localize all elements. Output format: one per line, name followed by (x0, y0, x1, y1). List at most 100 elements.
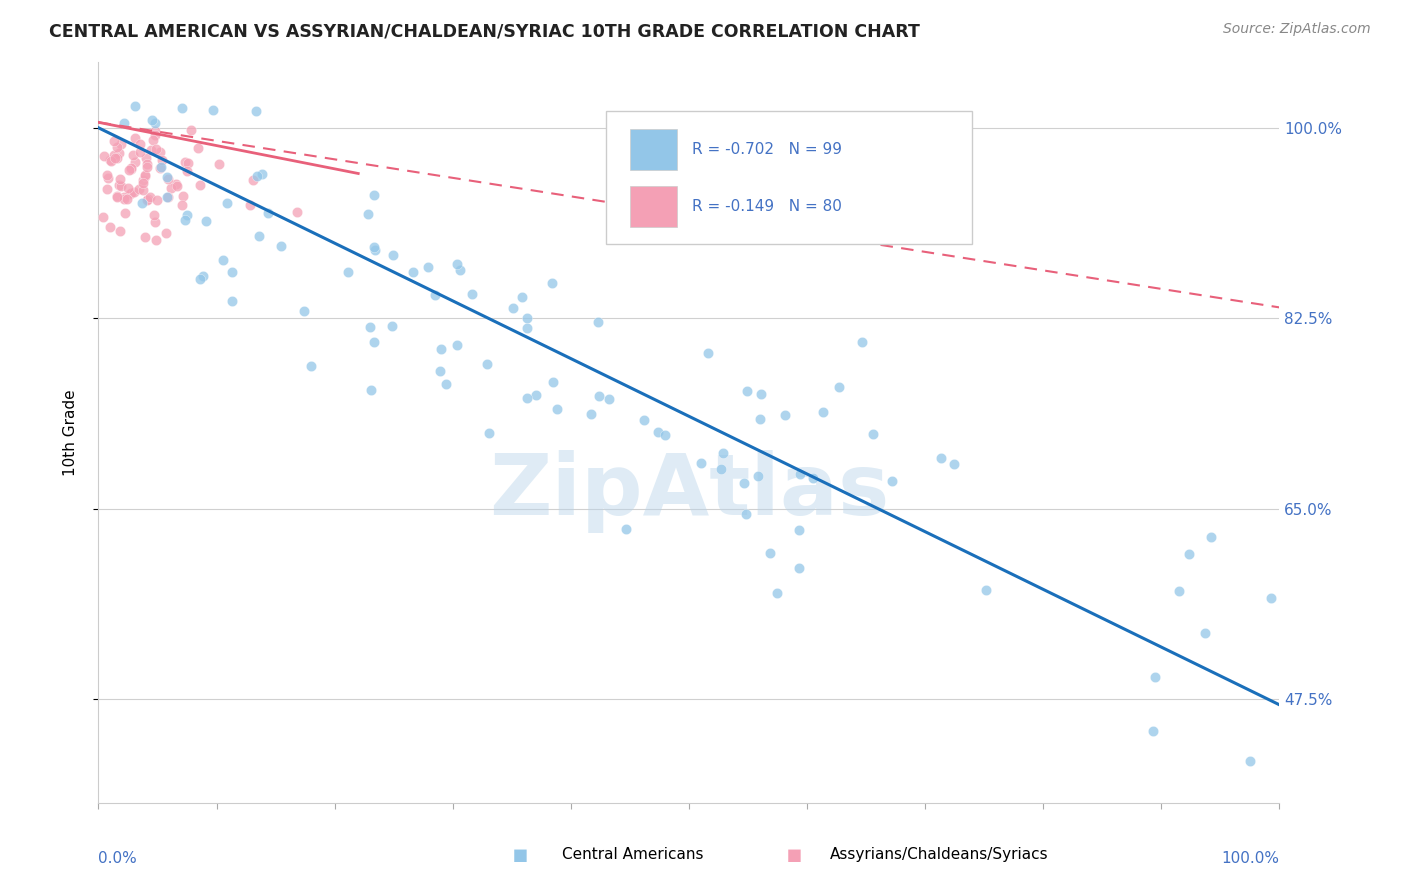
Point (120, 162, 142, 177)
Point (516, 392, 538, 406)
Point (172, 101, 194, 115)
Point (449, 263, 471, 277)
Point (212, 253, 235, 268)
Point (166, 178, 188, 193)
Point (124, 155, 146, 169)
Point (357, 207, 380, 221)
Point (221, 293, 243, 308)
Text: 0.0%: 0.0% (98, 851, 138, 866)
Point (100, 154, 122, 169)
Point (1168, 584, 1191, 599)
Point (117, 192, 139, 206)
Point (98, 219, 121, 234)
Text: ▪: ▪ (786, 843, 803, 866)
Text: ZipAtlas: ZipAtlas (489, 450, 889, 533)
Point (149, 160, 172, 174)
Point (108, 178, 131, 192)
Point (546, 402, 568, 417)
Point (105, 151, 128, 165)
Point (1260, 591, 1282, 605)
Point (145, 215, 167, 229)
Point (851, 334, 873, 349)
Text: Central Americans: Central Americans (562, 847, 704, 862)
Point (135, 194, 157, 208)
Point (112, 116, 135, 130)
Point (862, 427, 884, 442)
Point (176, 208, 198, 222)
Point (208, 157, 231, 171)
Point (174, 154, 197, 169)
Point (828, 380, 851, 394)
Point (110, 137, 132, 152)
Point (423, 287, 446, 301)
Point (299, 359, 322, 373)
Point (155, 226, 177, 240)
Text: Assyrians/Chaldeans/Syriacs: Assyrians/Chaldeans/Syriacs (830, 847, 1047, 862)
Point (516, 310, 538, 325)
Point (141, 143, 163, 157)
Point (633, 413, 655, 427)
Point (1143, 670, 1166, 684)
Point (190, 178, 212, 192)
Point (93, 148, 115, 162)
Point (112, 189, 135, 203)
Point (1142, 724, 1164, 739)
Point (143, 128, 166, 142)
Point (502, 301, 524, 315)
Point (541, 375, 564, 389)
Point (105, 190, 128, 204)
Point (129, 137, 152, 152)
Point (96, 168, 118, 182)
Text: 100.0%: 100.0% (1222, 851, 1279, 866)
Point (104, 151, 127, 165)
Point (118, 163, 141, 178)
Point (124, 131, 146, 145)
Point (811, 405, 834, 419)
Point (516, 320, 538, 334)
Point (97, 170, 120, 185)
Point (540, 276, 562, 290)
Point (734, 507, 756, 521)
Point (176, 164, 198, 178)
Point (138, 189, 160, 203)
Point (402, 265, 425, 279)
Point (381, 248, 404, 262)
Point (801, 471, 824, 485)
Point (359, 320, 381, 334)
Point (789, 467, 811, 482)
Point (647, 425, 669, 440)
Point (136, 192, 159, 206)
Point (759, 546, 782, 560)
Point (142, 209, 165, 223)
Point (132, 176, 155, 190)
Point (91, 210, 114, 224)
Point (510, 290, 533, 304)
Point (145, 142, 167, 156)
Point (136, 160, 159, 174)
Point (177, 155, 200, 169)
Point (974, 582, 997, 597)
Text: CENTRAL AMERICAN VS ASSYRIAN/CHALDEAN/SYRIAC 10TH GRADE CORRELATION CHART: CENTRAL AMERICAN VS ASSYRIAN/CHALDEAN/SY… (49, 22, 920, 40)
Point (294, 303, 316, 318)
Point (242, 173, 264, 187)
Point (749, 387, 772, 401)
Point (696, 346, 718, 360)
Point (108, 146, 131, 161)
Point (364, 243, 387, 257)
Point (943, 457, 966, 471)
Point (112, 192, 135, 206)
Point (103, 135, 125, 149)
Point (136, 157, 159, 171)
Point (124, 185, 146, 199)
Point (120, 186, 142, 200)
Point (749, 412, 772, 426)
Point (363, 187, 385, 202)
Point (150, 153, 173, 167)
Point (246, 169, 269, 183)
Point (616, 522, 638, 536)
Point (173, 213, 195, 227)
Point (931, 451, 953, 466)
Point (124, 99, 146, 113)
Point (789, 524, 811, 538)
Text: Source: ZipAtlas.com: Source: ZipAtlas.com (1223, 22, 1371, 37)
